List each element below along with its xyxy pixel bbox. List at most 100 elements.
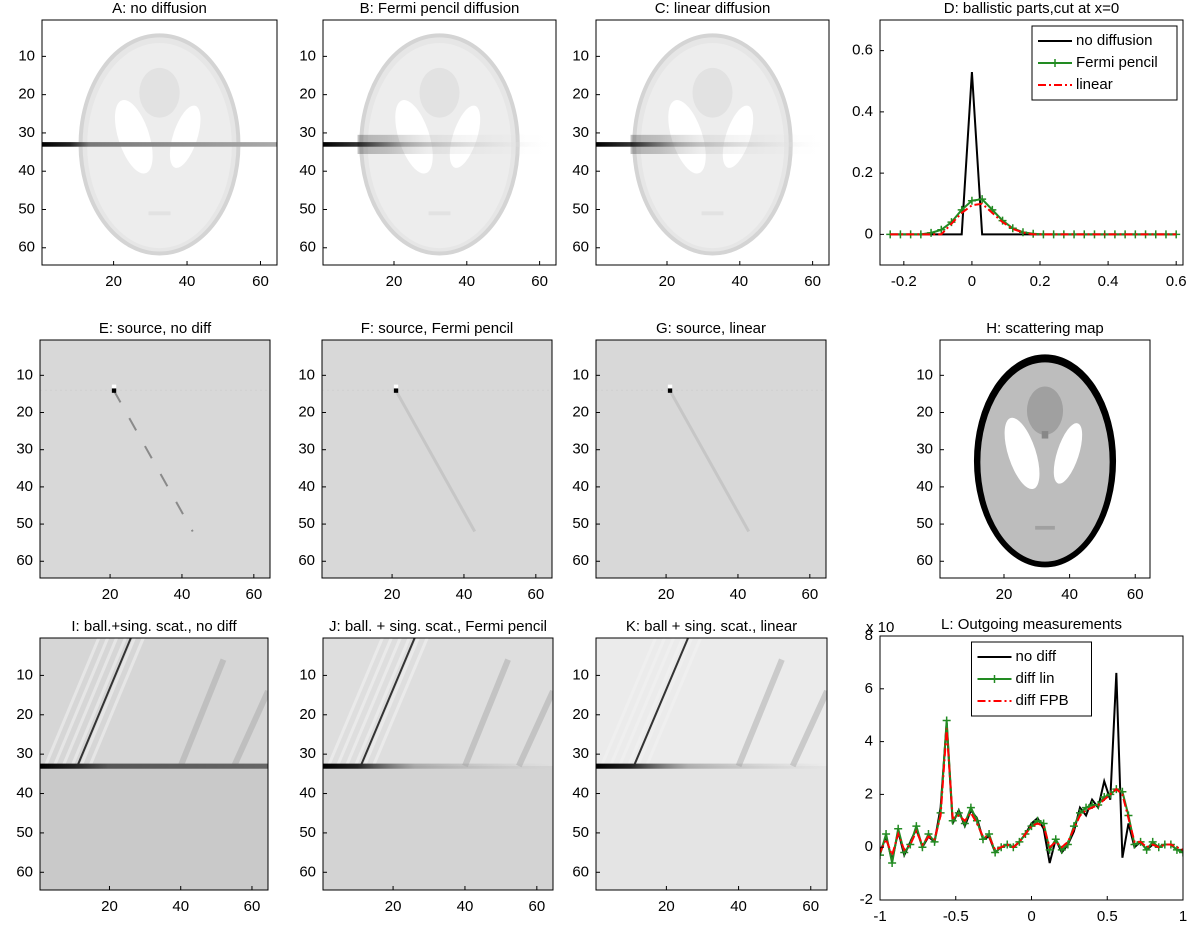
image-shape — [600, 638, 657, 767]
x-tick-label: 40 — [730, 586, 747, 603]
y-tick-label: 0 — [865, 838, 873, 855]
image-shape — [43, 638, 101, 767]
image-shape — [344, 638, 402, 767]
plot-area — [940, 340, 1150, 578]
x-tick-label: 0.6 — [1166, 273, 1187, 290]
image-shape — [393, 384, 399, 389]
y-tick-label: 4 — [865, 733, 873, 750]
axes-frame — [321, 339, 553, 579]
image-shape — [632, 638, 689, 767]
image-shape — [371, 638, 429, 767]
image-shape — [1026, 386, 1064, 435]
legend-label: no diff — [1016, 648, 1057, 665]
y-tick-label: 30 — [572, 124, 589, 141]
image-shape — [789, 689, 827, 768]
image-shape — [667, 388, 673, 393]
x-tick-label: 40 — [1061, 586, 1078, 603]
marker — [880, 851, 884, 860]
chart-title: C: linear diffusion — [655, 0, 771, 17]
axes-frame — [39, 339, 271, 579]
y-tick-label: 10 — [16, 366, 33, 383]
x-tick-label: 20 — [105, 273, 122, 290]
x-tick-label: 40 — [731, 273, 748, 290]
chart-title: H: scattering map — [986, 320, 1104, 337]
y-tick-label: 30 — [298, 441, 315, 458]
plot-area — [322, 340, 552, 578]
marker — [1082, 803, 1091, 812]
x-tick-label: 60 — [245, 586, 262, 603]
image-shape — [335, 638, 393, 767]
y-tick-label: 10 — [299, 47, 316, 64]
image-shape — [596, 638, 827, 766]
marker — [978, 195, 987, 204]
y-tick-label: 0.4 — [852, 103, 873, 120]
y-tick-label: 20 — [572, 403, 589, 420]
y-tick-label: 60 — [18, 239, 35, 256]
plot-area — [596, 20, 829, 265]
image-shape — [516, 689, 553, 768]
image-shape — [52, 638, 110, 767]
y-tick-label: 50 — [916, 515, 933, 532]
x-tick-label: 20 — [658, 586, 675, 603]
y-tick-label: 60 — [572, 239, 589, 256]
image-shape — [111, 384, 117, 389]
x-tick-label: 20 — [386, 273, 403, 290]
x-tick-label: -1 — [873, 908, 886, 925]
chart-title: G: source, linear — [656, 320, 766, 337]
image-shape — [61, 638, 118, 767]
image-shape — [1041, 431, 1049, 439]
chart-title: K: ball + sing. scat., linear — [626, 618, 797, 635]
y-tick-label: 0 — [865, 225, 873, 242]
x-tick-label: 60 — [252, 273, 269, 290]
x-tick-label: 20 — [101, 898, 118, 915]
image-shape — [148, 211, 171, 216]
marker — [1051, 835, 1060, 844]
y-tick-label: 20 — [299, 86, 316, 103]
plot-area — [886, 71, 1181, 239]
image-shape — [88, 638, 145, 767]
y-tick-label: 30 — [16, 441, 33, 458]
image-shape — [1035, 525, 1055, 530]
image-shape — [40, 638, 268, 766]
y-tick-label: 40 — [299, 785, 316, 802]
marker — [1039, 819, 1048, 828]
image-shape — [1004, 417, 1040, 490]
y-tick-label: 40 — [18, 162, 35, 179]
y-tick-label: 50 — [572, 200, 589, 217]
marker — [906, 840, 915, 849]
chart-title: E: source, no diff — [99, 320, 212, 337]
legend-label: diff lin — [1016, 670, 1055, 687]
chart-title: A: no diffusion — [112, 0, 207, 17]
x-tick-label: 40 — [458, 273, 475, 290]
marker — [991, 848, 1000, 857]
y-tick-label: 20 — [18, 86, 35, 103]
image-shape — [1053, 423, 1083, 484]
plot-area — [42, 20, 277, 265]
image-shape — [636, 638, 694, 767]
y-tick-label: 60 — [916, 552, 933, 569]
image-shape — [596, 763, 827, 769]
x-tick-label: -0.5 — [943, 908, 969, 925]
marker — [942, 716, 951, 725]
x-tick-label: 40 — [456, 586, 473, 603]
image-shape — [139, 67, 180, 118]
image-shape — [627, 638, 685, 767]
y-tick-label: 50 — [572, 515, 589, 532]
x-tick-label: 40 — [174, 586, 191, 603]
x-tick-label: 20 — [384, 586, 401, 603]
x-tick-label: 0.4 — [1098, 273, 1119, 290]
y-tick-label: 40 — [916, 478, 933, 495]
plot-area — [40, 638, 268, 890]
y-tick-label: 2 — [865, 785, 873, 802]
plot-area — [596, 340, 826, 578]
y-tick-label: 40 — [299, 162, 316, 179]
y-tick-label: 20 — [298, 403, 315, 420]
series-line — [880, 728, 1183, 859]
y-tick-label: 20 — [916, 403, 933, 420]
x-tick-label: 60 — [527, 586, 544, 603]
plot-area — [880, 672, 1183, 868]
image-shape — [76, 638, 132, 767]
legend-label: no diffusion — [1076, 32, 1152, 49]
y-tick-label: 60 — [16, 552, 33, 569]
